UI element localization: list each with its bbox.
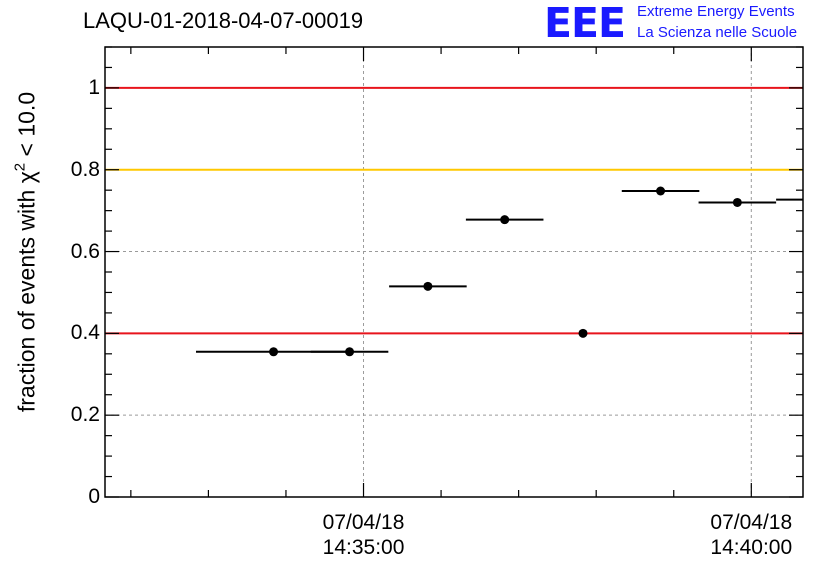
logo-line-2: La Scienza nelle Scuole	[637, 24, 798, 41]
x-tick-time: 14:35:00	[322, 536, 405, 559]
data-point	[810, 195, 819, 204]
y-tick-label: 0.6	[70, 239, 100, 263]
data-point	[423, 281, 433, 291]
x-tick-time: 14:40:00	[710, 536, 793, 559]
y-tick-label: 0.2	[70, 403, 100, 427]
y-tick-label: 0	[88, 485, 100, 508]
data-point	[500, 215, 510, 225]
y-tick-label: 1	[88, 75, 100, 99]
data-point	[578, 328, 588, 338]
x-tick-date: 07/04/18	[322, 511, 405, 534]
y-tick-label: 0.4	[70, 321, 100, 345]
logo-line-1: Extreme Energy Events	[637, 3, 795, 20]
chart-title: LAQU-01-2018-04-07-00019	[83, 8, 364, 33]
plot-frame	[104, 46, 804, 498]
eee-logo: EEE	[544, 0, 626, 47]
data-point	[345, 347, 355, 357]
data-point	[656, 186, 666, 196]
data-point	[732, 197, 742, 207]
y-tick-label: 0.8	[70, 157, 100, 181]
x-tick-label: 07/04/18 14:40:00	[710, 510, 792, 560]
x-tick-label: 07/04/18 14:35:00	[323, 510, 405, 560]
data-point	[269, 347, 279, 357]
x-tick-date: 07/04/18	[710, 511, 793, 534]
